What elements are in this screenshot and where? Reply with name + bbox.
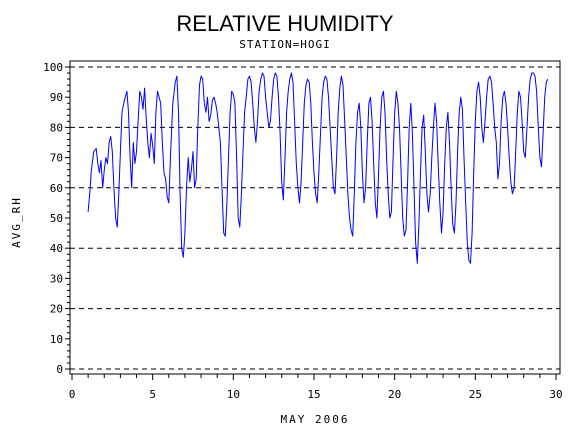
chart-title: RELATIVE HUMIDITY — [176, 11, 394, 36]
y-tick-label-60: 60 — [50, 182, 63, 195]
y-tick-label-40: 40 — [50, 242, 63, 255]
x-tick-label-10: 10 — [227, 388, 240, 401]
y-tick-label-10: 10 — [50, 333, 63, 346]
y-axis-label: AVG_RH — [10, 196, 23, 248]
x-axis-label: MAY 2006 — [281, 413, 350, 426]
y-tick-label-90: 90 — [50, 91, 63, 104]
x-tick-label-0: 0 — [69, 388, 76, 401]
x-tick-label-30: 30 — [549, 388, 562, 401]
x-tick-label-25: 25 — [469, 388, 482, 401]
y-tick-label-20: 20 — [50, 303, 63, 316]
x-tick-label-20: 20 — [388, 388, 401, 401]
chart-subtitle: STATION=HOGI — [239, 38, 330, 51]
y-tick-label-30: 30 — [50, 272, 63, 285]
y-tick-label-70: 70 — [50, 152, 63, 165]
y-axis-ticks: 0 10 20 30 40 50 60 70 80 90 100 — [43, 61, 70, 376]
x-tick-label-5: 5 — [149, 388, 156, 401]
series-layer — [87, 72, 549, 264]
series-line-1 — [87, 72, 549, 264]
y-tick-label-100: 100 — [43, 61, 63, 74]
reference-lines — [70, 66, 560, 370]
x-tick-label-15: 15 — [307, 388, 320, 401]
y-tick-label-50: 50 — [50, 212, 63, 225]
y-tick-label-80: 80 — [50, 121, 63, 134]
x-axis-ticks: 0 5 10 15 20 25 30 — [69, 374, 563, 401]
y-tick-label-0: 0 — [56, 363, 63, 376]
